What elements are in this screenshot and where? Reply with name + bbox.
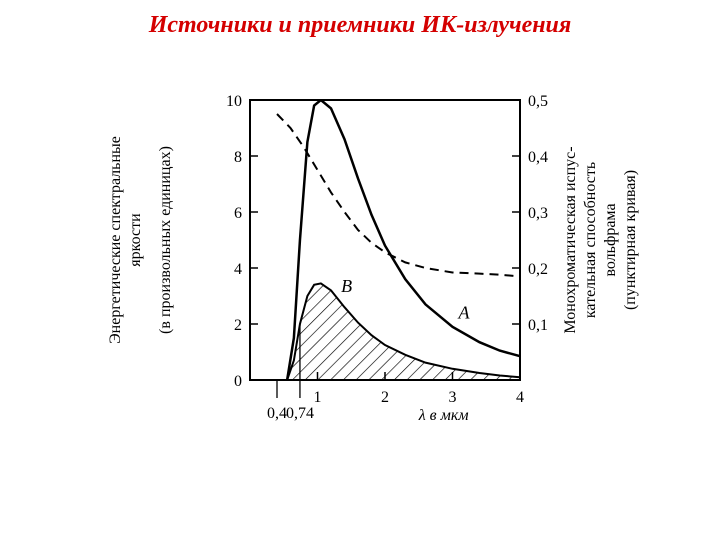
svg-text:0,74: 0,74 (286, 405, 314, 422)
svg-text:В: В (341, 276, 352, 296)
svg-text:1: 1 (314, 389, 322, 406)
svg-text:10: 10 (226, 93, 242, 110)
svg-text:3: 3 (449, 389, 457, 406)
svg-text:кательная способность: кательная способность (582, 162, 599, 318)
svg-text:0,3: 0,3 (528, 205, 548, 222)
svg-text:2: 2 (234, 317, 242, 334)
svg-text:8: 8 (234, 149, 242, 166)
svg-text:4: 4 (234, 261, 242, 278)
svg-text:6: 6 (234, 205, 242, 222)
svg-text:яркости: яркости (127, 213, 144, 267)
svg-text:0,5: 0,5 (528, 93, 548, 110)
svg-text:2: 2 (381, 389, 389, 406)
svg-text:(пунктирная кривая): (пунктирная кривая) (622, 170, 639, 310)
svg-text:0,2: 0,2 (528, 261, 548, 278)
svg-text:0,1: 0,1 (528, 317, 548, 334)
chart-svg: 12340,40,74λ в мкм02468100,10,20,30,40,5… (80, 70, 640, 510)
svg-text:λ в мкм: λ в мкм (418, 407, 469, 424)
svg-text:А: А (458, 302, 471, 322)
svg-text:0: 0 (234, 373, 242, 390)
svg-text:Энергетические спектральные: Энергетические спектральные (107, 136, 124, 344)
page-title: Источники и приемники ИК-излучения (0, 12, 720, 39)
svg-text:Монохроматическая испус-: Монохроматическая испус- (562, 146, 579, 333)
svg-text:вольфрама: вольфрама (602, 203, 619, 276)
svg-text:4: 4 (516, 389, 524, 406)
svg-text:0,4: 0,4 (267, 405, 287, 422)
chart-container: 12340,40,74λ в мкм02468100,10,20,30,40,5… (80, 70, 640, 510)
svg-text:(в произвольных единицах): (в произвольных единицах) (157, 146, 174, 334)
svg-text:0,4: 0,4 (528, 149, 548, 166)
